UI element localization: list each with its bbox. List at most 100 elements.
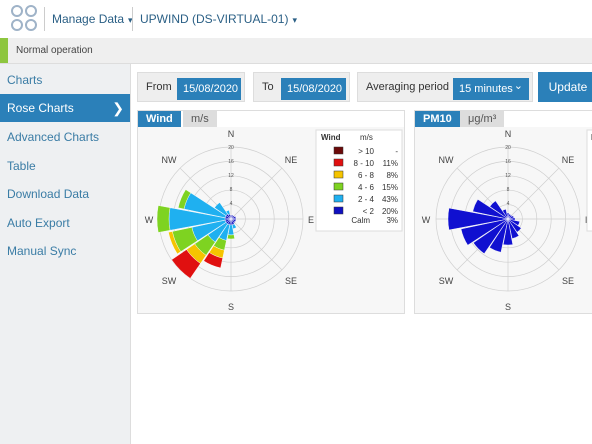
legend-unit: m/s — [360, 133, 373, 142]
status-text: Normal operation — [16, 45, 93, 56]
from-label: From — [146, 81, 172, 93]
averaging-select[interactable]: 15 minutes ⌄ — [453, 78, 529, 100]
chevron-right-icon: ❯ — [112, 100, 124, 116]
tab-pm10[interactable]: PM10 — [415, 111, 460, 127]
legend-swatch — [333, 170, 344, 179]
legend-swatch — [333, 146, 344, 155]
update-button[interactable]: Update — [538, 72, 592, 102]
compass-w: W — [145, 215, 154, 225]
ring-label: 20 — [505, 145, 511, 151]
grid-spoke — [507, 167, 560, 220]
sidebar-item-label: Rose Charts — [7, 101, 74, 115]
tab-wind-unit[interactable]: m/s — [183, 111, 217, 127]
compass-ne: NE — [562, 155, 575, 165]
wind-petal-segment — [168, 231, 181, 255]
pm10-petal — [489, 200, 509, 220]
to-date-input[interactable]: 15/08/2020 — [281, 78, 346, 100]
ring-label: 8 — [230, 187, 233, 193]
ring-label: 20 — [228, 145, 234, 151]
chevron-down-icon: ▾ — [292, 15, 297, 25]
app-logo-icon[interactable] — [10, 3, 42, 35]
compass-e: E — [308, 215, 314, 225]
to-date-control: To 15/08/2020 — [253, 72, 350, 102]
ring-label: 16 — [505, 159, 511, 165]
compass-labels: N NE E SE S SW W NW — [145, 129, 314, 312]
from-date-input[interactable]: 15/08/2020 — [177, 78, 241, 100]
ring-label: 12 — [228, 173, 234, 179]
legend-range: 2 - 4 — [358, 195, 375, 204]
sidebar-item-advanced-charts[interactable]: Advanced Charts — [0, 123, 130, 151]
ring-label: 16 — [228, 159, 234, 165]
wind-petal-segment — [156, 205, 171, 233]
ring-label: 4 — [507, 201, 510, 207]
chevron-down-icon: ▾ — [128, 15, 133, 25]
averaging-control: Averaging period 15 minutes ⌄ — [357, 72, 533, 102]
sidebar-item-label: Charts — [7, 73, 43, 87]
wind-petal-segment — [171, 249, 201, 279]
separator — [44, 7, 45, 31]
compass-sw: SW — [439, 276, 454, 286]
pm10-petal — [473, 218, 509, 254]
legend-calm-label: Calm — [351, 216, 370, 225]
tab-pm10-unit[interactable]: μg/m³ — [460, 111, 505, 127]
wind-rose-panel: Wind m/s N NE E SE S SW W NW 20 16 — [137, 110, 405, 314]
compass-nw: NW — [162, 155, 177, 165]
sidebar-item-manual-sync[interactable]: Manual Sync — [0, 237, 130, 265]
wind-petal-segment — [177, 189, 192, 210]
legend-swatch — [333, 206, 344, 215]
wind-rose-chart-area: N NE E SE S SW W NW 20 16 12 8 4 — [138, 127, 404, 313]
sidebar-item-label: Table — [7, 159, 36, 173]
legend-swatch — [333, 182, 344, 191]
status-indicator — [0, 38, 8, 63]
compass-s: S — [228, 302, 234, 312]
pm10-rose-panel: PM10 μg/m³ N NE E SE S SW W NW 20 16 — [414, 110, 592, 314]
pm10-rose-chart: N NE E SE S SW W NW 20 16 12 8 4 P — [422, 129, 592, 312]
compass-s: S — [505, 302, 511, 312]
sidebar-item-table[interactable]: Table — [0, 152, 130, 180]
pm10-petal — [460, 218, 509, 246]
wind-petal-segment — [214, 202, 228, 216]
pm10-petal — [447, 207, 509, 231]
ring-labels: 20 16 12 8 4 — [228, 145, 234, 207]
legend-range: 6 - 8 — [358, 171, 375, 180]
sidebar-item-charts[interactable]: Charts — [0, 66, 130, 94]
ring-label: 8 — [507, 187, 510, 193]
device-selector[interactable]: UPWIND (DS-VIRTUAL-01) ▾ — [140, 12, 297, 26]
compass-w: W — [422, 215, 431, 225]
manage-data-label: Manage Data — [52, 12, 125, 26]
sidebar-item-label: Download Data — [7, 187, 90, 201]
pm10-petal — [489, 218, 509, 253]
legend-pct: 20% — [382, 207, 398, 216]
pm10-rose-chart-area: N NE E SE S SW W NW 20 16 12 8 4 P — [415, 127, 592, 313]
sidebar-item-label: Manual Sync — [7, 244, 77, 258]
legend-calm-pct: 3% — [386, 216, 398, 225]
device-label: UPWIND (DS-VIRTUAL-01) — [140, 12, 289, 26]
ring-label: 12 — [505, 173, 511, 179]
pm10-petal — [503, 218, 513, 246]
grid-spoke — [230, 218, 283, 271]
compass-ne: NE — [285, 155, 298, 165]
sidebar-item-label: Advanced Charts — [7, 130, 100, 144]
ring-labels: 20 16 12 8 4 — [505, 145, 511, 207]
compass-se: SE — [562, 276, 574, 286]
manage-data-menu[interactable]: Manage Data ▾ — [52, 12, 133, 26]
top-bar: Manage Data ▾ UPWIND (DS-VIRTUAL-01) ▾ — [0, 0, 592, 39]
wind-petal-segment — [225, 209, 231, 216]
grid-spoke — [230, 167, 283, 220]
tab-wind[interactable]: Wind — [138, 111, 181, 127]
compass-sw: SW — [162, 276, 177, 286]
wind-petal-segment — [230, 218, 236, 224]
legend-title: Wind — [321, 133, 341, 142]
sidebar-item-auto-export[interactable]: Auto Export — [0, 209, 130, 237]
main-content: From 15/08/2020 To 15/08/2020 Averaging … — [131, 64, 592, 444]
legend-box — [315, 129, 403, 232]
compass-nw: NW — [439, 155, 454, 165]
ring-label: 4 — [230, 201, 233, 207]
sidebar-item-download-data[interactable]: Download Data — [0, 180, 130, 208]
legend-range: > 10 — [358, 147, 374, 156]
compass-n: N — [505, 129, 512, 139]
legend-pct: 15% — [382, 183, 398, 192]
legend-pct: 43% — [382, 195, 398, 204]
sidebar-item-rose-charts[interactable]: Rose Charts ❯ — [0, 94, 130, 122]
status-bar: Normal operation — [0, 38, 592, 64]
